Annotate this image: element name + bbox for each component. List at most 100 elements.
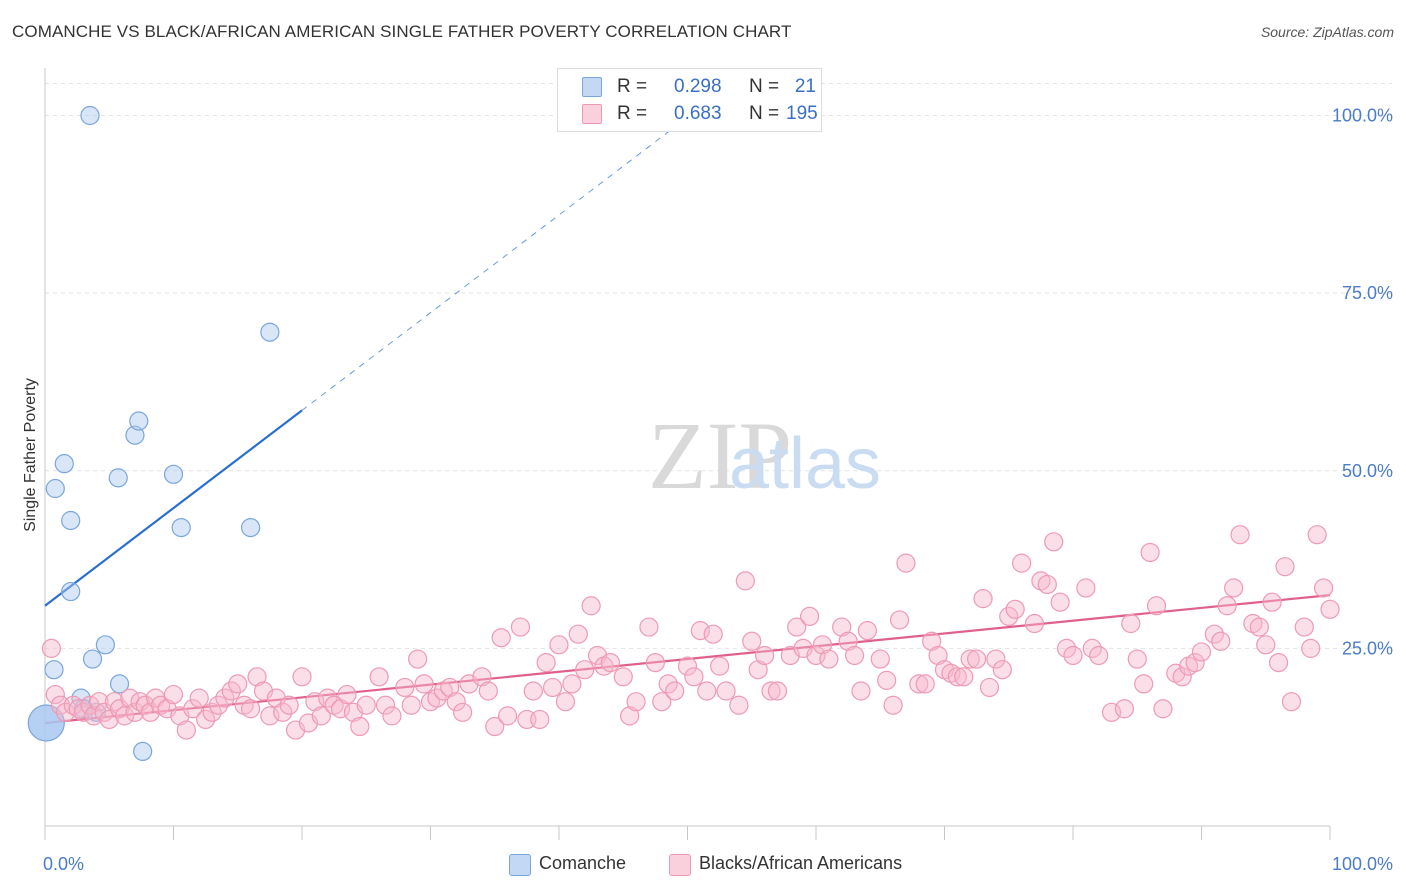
data-point	[1256, 635, 1276, 655]
data-point	[228, 674, 248, 694]
data-point	[1114, 699, 1135, 719]
data-point	[954, 667, 974, 687]
data-point	[27, 704, 65, 742]
legend-n-label: N =	[749, 76, 780, 97]
data-point	[401, 695, 421, 715]
data-point	[928, 645, 948, 666]
data-point	[838, 631, 858, 651]
legend-r-label: R =	[617, 76, 648, 97]
data-point	[947, 667, 967, 687]
data-point	[600, 652, 621, 673]
data-point	[129, 411, 149, 431]
data-point	[896, 553, 916, 573]
bottom-legend-label: Comanche	[539, 853, 627, 873]
data-point	[1230, 525, 1250, 545]
watermark-atlas: atlas	[729, 424, 881, 504]
data-point	[555, 692, 576, 712]
data-point	[498, 706, 518, 726]
data-point	[581, 596, 601, 616]
data-point	[414, 674, 434, 694]
data-point	[163, 684, 184, 705]
chart-title: COMANCHE VS BLACK/AFRICAN AMERICAN SINGL…	[12, 22, 792, 41]
data-point	[697, 681, 717, 701]
trend-line	[44, 594, 1331, 725]
data-point	[1262, 592, 1282, 612]
data-point	[716, 681, 736, 701]
data-point	[453, 702, 473, 722]
data-point	[292, 667, 312, 687]
data-point	[1224, 578, 1244, 598]
data-point	[812, 635, 833, 655]
data-point	[183, 699, 203, 719]
correlation-legend: R = 0.298 N = 21 R = 0.683 N = 195	[557, 68, 822, 132]
data-point	[1281, 692, 1302, 712]
data-point	[1146, 596, 1167, 616]
data-point	[575, 660, 595, 680]
data-point	[639, 617, 659, 637]
series-1	[41, 525, 1340, 740]
y-axis-label: Single Father Poverty	[22, 378, 39, 532]
data-point	[472, 667, 492, 687]
data-point	[960, 649, 980, 669]
data-point	[530, 709, 550, 730]
legend-swatch-comanche	[582, 77, 602, 97]
data-point	[395, 677, 415, 698]
data-point	[491, 628, 511, 648]
data-point	[1044, 532, 1064, 552]
data-point	[369, 667, 389, 687]
data-point	[1153, 699, 1173, 719]
data-point	[305, 692, 325, 712]
data-point	[1268, 652, 1289, 673]
data-point	[1089, 645, 1109, 666]
data-point	[89, 692, 109, 712]
data-point	[710, 656, 730, 676]
x-tick-label: 0.0%	[43, 854, 84, 874]
data-point	[652, 692, 672, 712]
data-point	[851, 681, 871, 701]
data-point	[279, 695, 299, 715]
data-point	[1191, 642, 1212, 662]
data-point	[967, 649, 987, 669]
data-point	[1217, 596, 1237, 616]
data-point	[1101, 702, 1122, 722]
data-point	[260, 706, 280, 726]
data-point	[665, 681, 685, 701]
data-point	[754, 645, 775, 666]
data-point	[799, 606, 820, 627]
data-point	[260, 322, 280, 342]
data-point	[109, 674, 130, 694]
data-point	[54, 454, 74, 474]
data-point	[536, 652, 556, 673]
data-point	[1063, 645, 1083, 666]
legend-n-value: 195	[786, 103, 818, 124]
trend-line	[44, 409, 303, 607]
data-point	[1011, 553, 1032, 573]
watermark-zip: ZIP	[648, 402, 792, 509]
data-point	[690, 621, 710, 641]
data-point	[626, 692, 646, 712]
data-point	[241, 517, 261, 538]
data-point	[115, 706, 135, 726]
data-point	[677, 656, 698, 676]
data-point	[979, 677, 1000, 698]
data-point	[748, 660, 768, 680]
data-point	[1076, 578, 1096, 598]
data-point	[1024, 613, 1045, 634]
data-point	[189, 688, 209, 708]
data-point	[311, 706, 331, 726]
data-point	[1275, 557, 1295, 577]
data-point	[909, 674, 929, 694]
data-point	[1294, 617, 1314, 637]
trend-line-extension	[301, 116, 688, 411]
tick-labels: 25.0% 50.0% 75.0% 100.0% 0.0% 100.0%	[43, 106, 1393, 874]
data-point	[108, 468, 128, 488]
trend-lines	[44, 116, 1331, 725]
data-point	[742, 631, 762, 651]
legend-r-value: 0.298	[674, 76, 722, 97]
data-point	[1050, 592, 1070, 612]
data-point	[45, 478, 65, 499]
data-point	[1301, 638, 1321, 658]
data-point	[1185, 652, 1205, 673]
data-point	[1320, 599, 1340, 619]
data-point	[806, 645, 826, 666]
